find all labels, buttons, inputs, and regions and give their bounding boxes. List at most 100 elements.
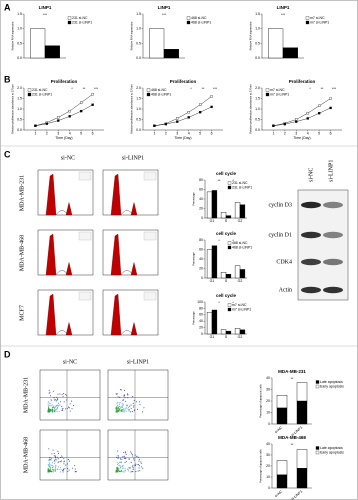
dot	[49, 464, 52, 466]
dot	[128, 410, 130, 412]
dot	[122, 465, 124, 467]
y-tick-label: 20	[266, 399, 270, 403]
dot	[124, 461, 126, 464]
dot	[66, 399, 68, 401]
dot	[132, 396, 134, 398]
dot	[117, 455, 119, 457]
x-axis-label: Time (Day)	[293, 136, 310, 140]
dot	[59, 471, 61, 473]
y-axis-label: Relative RNA expression	[130, 21, 134, 50]
dot	[139, 469, 141, 472]
dot	[53, 452, 55, 454]
dot	[49, 469, 51, 471]
point	[153, 124, 156, 127]
dot	[49, 391, 51, 393]
dot	[52, 466, 54, 469]
dot	[123, 399, 125, 401]
dot	[57, 452, 59, 454]
dot	[49, 409, 51, 411]
row-label: MDA-MB-468	[19, 235, 25, 271]
annotation: ***	[332, 87, 337, 91]
dot	[49, 458, 51, 460]
y-tick-label: 0.5	[136, 117, 141, 121]
point	[295, 120, 298, 123]
dot	[115, 409, 117, 411]
bar	[234, 328, 241, 335]
s-phase	[120, 210, 134, 216]
dot	[122, 471, 124, 473]
dot	[53, 460, 55, 462]
dot	[135, 401, 137, 403]
dot	[124, 408, 126, 410]
dot	[132, 467, 134, 469]
dot	[74, 465, 76, 467]
dot	[49, 402, 51, 404]
panel-label: A	[4, 2, 11, 12]
x-axis-label: Time (Day)	[55, 136, 72, 140]
x-tick-label: 4	[69, 131, 71, 135]
legend-label: m7 si-LINP1	[310, 20, 329, 24]
x-tick-label: 1	[153, 131, 155, 135]
x-tick-label: G1	[210, 335, 215, 339]
legend-label: Late apoptosis	[320, 446, 343, 450]
dot	[52, 469, 54, 471]
y-tick-label: 1.5	[136, 96, 141, 100]
dot	[117, 469, 119, 471]
dot	[142, 467, 144, 469]
dot	[55, 465, 57, 467]
dot	[130, 471, 132, 473]
dot	[138, 401, 141, 403]
dot	[120, 388, 122, 391]
annotation: **	[291, 377, 294, 381]
y-tick-label: 80	[199, 178, 203, 182]
g2-peak	[65, 202, 73, 216]
dot	[135, 463, 137, 465]
legend-swatch	[315, 384, 320, 389]
legend-swatch	[265, 92, 270, 97]
dot	[130, 404, 132, 406]
dot	[134, 454, 136, 456]
dot	[50, 467, 52, 469]
dot	[118, 408, 120, 410]
dot	[124, 397, 126, 399]
point	[187, 111, 190, 114]
x-tick-label: G2	[238, 335, 243, 339]
dot	[125, 453, 127, 455]
dot	[51, 465, 54, 467]
s-phase	[55, 210, 69, 216]
annotation: **	[291, 443, 294, 447]
dot	[54, 470, 56, 472]
y-tick-label: 0.0	[17, 128, 22, 132]
dot	[62, 470, 64, 472]
dot	[123, 411, 125, 413]
x-axis-label: Time (Day)	[174, 136, 191, 140]
y-tick-label: 80	[199, 306, 203, 310]
dot	[118, 470, 120, 473]
y-tick-label: 80	[199, 238, 203, 242]
dot	[50, 457, 52, 459]
dot	[119, 403, 121, 406]
y-tick-label: 40	[266, 442, 270, 446]
legend-label: 231 si-LINP1	[232, 185, 252, 189]
column-label: si-LINP1	[122, 155, 144, 161]
flow-legend	[143, 171, 157, 181]
bar-segment	[296, 468, 308, 489]
y-tick-label: 0	[268, 486, 270, 490]
legend-swatch	[227, 181, 232, 185]
column-label: si-LINP1	[127, 359, 149, 365]
y-tick-label: 2.0	[255, 86, 260, 90]
dot	[55, 469, 57, 471]
blot-column: si-NC	[308, 168, 314, 182]
legend-label: 231 si-LINP1	[72, 20, 92, 24]
bar	[206, 312, 213, 335]
dot	[57, 461, 59, 463]
dot	[48, 448, 50, 450]
dot	[130, 411, 132, 413]
dot	[64, 460, 66, 462]
dot	[67, 458, 70, 461]
dot	[140, 462, 142, 464]
y-axis-label: Relative proliferation absorbance at 570…	[249, 84, 253, 133]
legend-swatch	[27, 92, 32, 97]
legend-swatch	[315, 380, 320, 384]
chart-title: MDA-MB-468	[278, 435, 306, 440]
